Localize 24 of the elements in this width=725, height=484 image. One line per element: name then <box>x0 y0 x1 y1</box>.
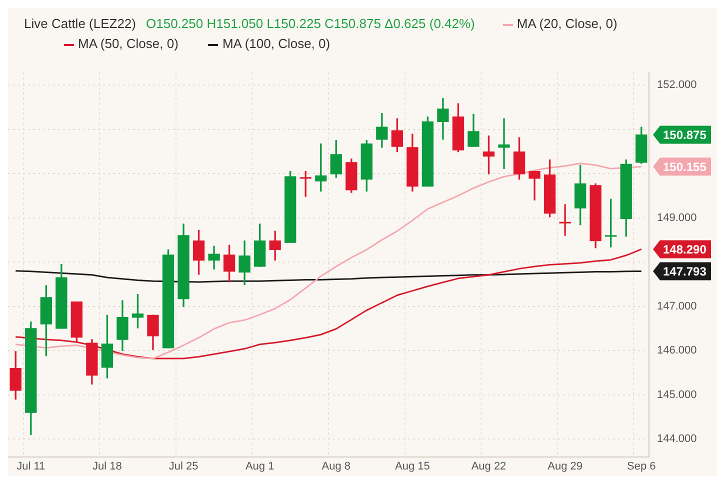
x-tick-label: Aug 15 <box>395 460 430 472</box>
y-tick-label: 149.000 <box>657 212 697 224</box>
text: 150.155 <box>663 160 707 174</box>
x-tick-label: Aug 1 <box>245 460 274 472</box>
x-tick-label: Jul 11 <box>16 460 46 472</box>
y-tick-label: 152.000 <box>657 79 697 92</box>
legend-label: MA (20, Close, 0) <box>516 16 618 31</box>
y-tick-label: 144.000 <box>657 433 697 446</box>
x-tick-label: Jul 25 <box>168 460 198 472</box>
chart-subtitle: O150.250 H151.050 L150.225 C150.875 Δ0.625 (0.42%) <box>146 16 475 31</box>
legend-label: MA (100, Close, 0) <box>221 36 330 51</box>
y-tick-label: 147.000 <box>657 300 697 312</box>
chart-title: Live Cattle (LEZ22) <box>24 16 136 31</box>
text: 147.793 <box>663 264 707 279</box>
x-tick-label: Jul 18 <box>92 460 122 472</box>
y-tick-label: 145.000 <box>657 388 697 401</box>
x-tick-label: Aug 22 <box>471 460 506 472</box>
x-tick-label: Aug 29 <box>548 460 582 472</box>
x-tick-label: Aug 8 <box>322 460 351 472</box>
x-tick-label: Sep 6 <box>626 460 656 472</box>
y-tick-label: 146.000 <box>657 344 697 357</box>
text: 150.875 <box>663 128 707 142</box>
legend-label: MA (50, Close, 0) <box>77 36 178 51</box>
text: 148.290 <box>663 242 707 257</box>
